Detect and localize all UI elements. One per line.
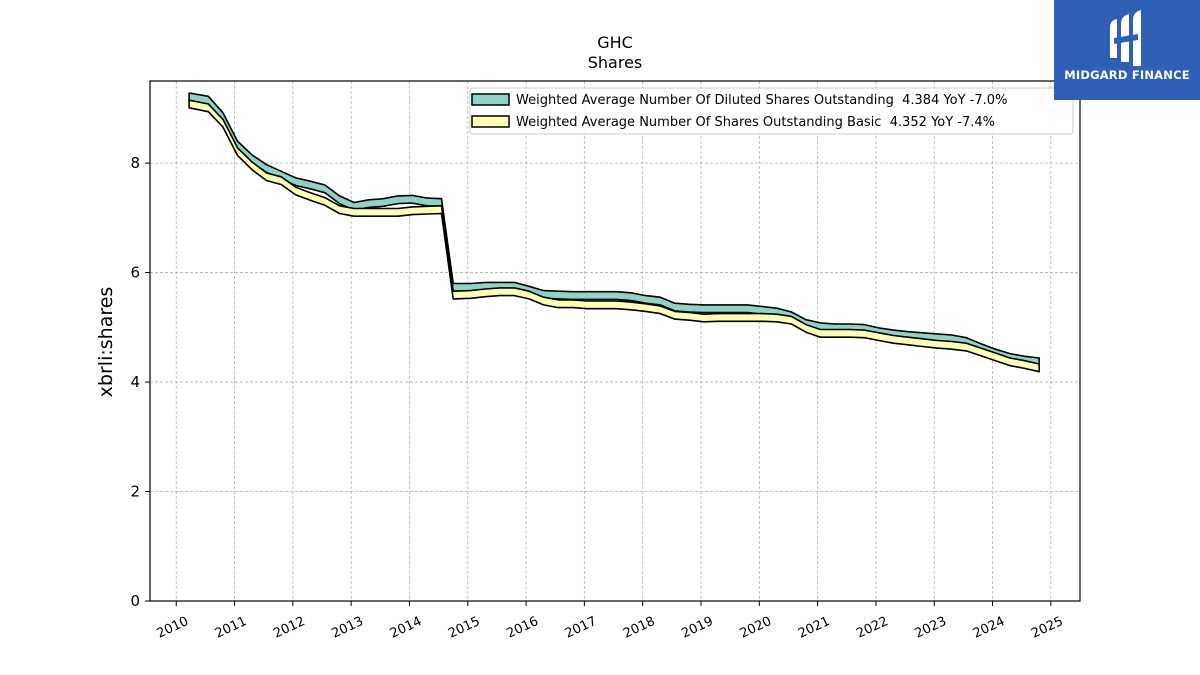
- x-tick-label: 2019: [679, 614, 715, 642]
- y-tick-label: 4: [130, 373, 140, 391]
- x-tick-label: 2022: [854, 614, 890, 642]
- x-tick-label: 2025: [1029, 614, 1065, 642]
- x-tick-label: 2014: [388, 614, 424, 642]
- legend-label-diluted: Weighted Average Number Of Diluted Share…: [516, 93, 1007, 108]
- x-axis: 2010 2011 2012 2013 2014 2015 2016 2017 2018 2019…: [155, 601, 1066, 642]
- x-tick-label: 2018: [621, 614, 657, 642]
- y-tick-label: 8: [130, 154, 140, 172]
- x-tick-label: 2020: [738, 614, 774, 642]
- series-area-basic: [188, 99, 1040, 373]
- legend-swatch-basic: [471, 115, 510, 128]
- x-tick-label: 2012: [271, 614, 307, 642]
- chart-title: GHC: [597, 33, 633, 52]
- x-tick-label: 2013: [330, 614, 366, 642]
- y-axis-label: xbrli:shares: [95, 287, 117, 398]
- x-tick-label: 2023: [913, 614, 949, 642]
- series-areas: [188, 92, 1040, 373]
- y-tick-label: 0: [130, 592, 140, 610]
- legend: Weighted Average Number Of Diluted Share…: [469, 87, 1074, 135]
- x-tick-label: 2017: [563, 614, 599, 642]
- legend-box: [469, 87, 1074, 135]
- chart-subtitle: Shares: [588, 53, 643, 72]
- x-tick-label: 2010: [155, 614, 191, 642]
- y-tick-label: 2: [130, 483, 140, 501]
- midgard-finance-logo: MIDGARD FINANCE: [1054, 0, 1200, 100]
- y-axis: 0 2 4 6 8: [130, 154, 150, 610]
- x-tick-label: 2015: [446, 614, 482, 642]
- x-tick-label: 2016: [504, 614, 540, 642]
- midgard-finance-logo-icon: [1110, 10, 1141, 66]
- x-tick-label: 2024: [971, 614, 1007, 642]
- x-tick-label: 2021: [796, 614, 832, 642]
- y-tick-label: 6: [130, 264, 140, 282]
- logo-text: MIDGARD FINANCE: [1064, 68, 1190, 82]
- x-tick-label: 2011: [213, 614, 249, 642]
- legend-label-basic: Weighted Average Number Of Shares Outsta…: [516, 115, 995, 130]
- legend-swatch-diluted: [471, 93, 510, 106]
- plot-frame: [149, 80, 1081, 602]
